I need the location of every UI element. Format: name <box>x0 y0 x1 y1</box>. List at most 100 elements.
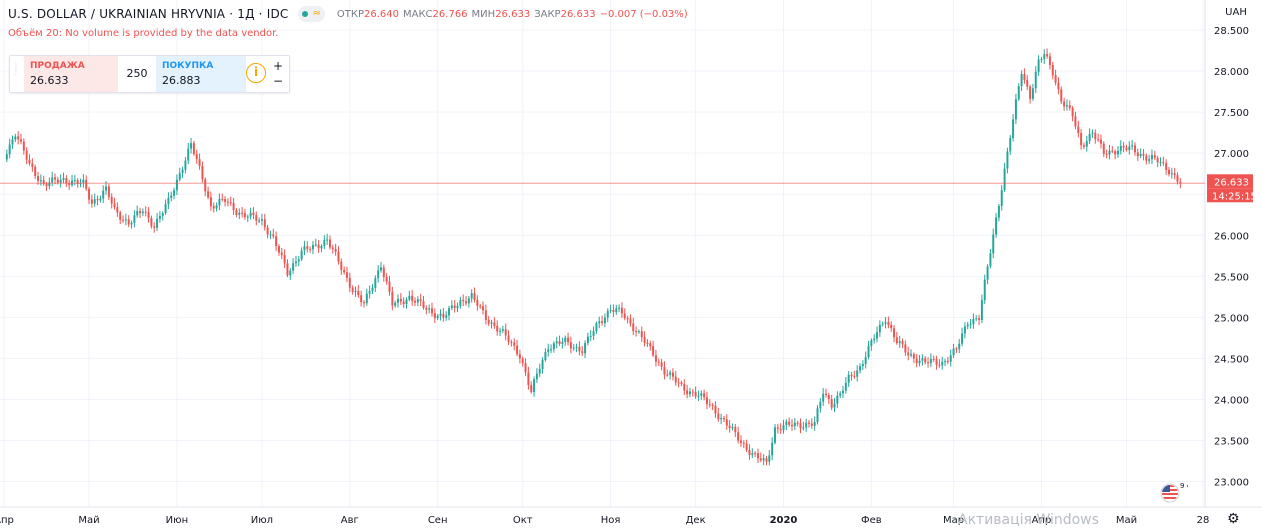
candle <box>671 372 674 377</box>
candle <box>1080 133 1083 146</box>
candle <box>521 358 524 364</box>
candle <box>113 203 116 208</box>
candle <box>348 277 351 288</box>
quantity-field[interactable]: 250 <box>118 56 156 92</box>
candle <box>105 186 108 191</box>
candle <box>209 197 212 207</box>
candle <box>586 336 589 344</box>
candle <box>394 302 397 306</box>
candle <box>357 290 360 296</box>
candle <box>822 393 825 402</box>
candle <box>1006 151 1009 169</box>
candle <box>915 358 918 364</box>
candle <box>1040 59 1043 61</box>
candle <box>725 419 728 426</box>
candle <box>317 244 320 249</box>
buy-button[interactable]: ПОКУПКА 26.883 <box>156 56 246 92</box>
candle <box>1088 133 1091 142</box>
candle <box>391 291 394 306</box>
candle <box>728 425 731 429</box>
candle <box>175 179 178 191</box>
candle <box>255 215 258 221</box>
candle <box>527 372 530 386</box>
y-tick-label: 25.000 <box>1214 313 1249 324</box>
candle <box>842 390 845 394</box>
candle <box>731 427 734 429</box>
candle <box>535 373 538 380</box>
candle <box>388 281 391 292</box>
candle <box>246 216 249 218</box>
symbol-title[interactable]: U.S. DOLLAR / UKRAINIAN HRYVNIA · 1Д · I… <box>8 7 289 21</box>
candle <box>37 176 40 181</box>
candle <box>691 391 694 393</box>
x-tick-label: Авг <box>341 515 359 526</box>
candle <box>873 338 876 341</box>
candle <box>734 427 737 433</box>
market-status[interactable]: ≈ <box>298 6 325 22</box>
candle <box>1023 74 1026 81</box>
candle <box>277 246 280 253</box>
flag-label: 9 4 <box>1180 482 1188 490</box>
us-flag-icon[interactable]: 9 4 <box>1158 481 1192 503</box>
candle <box>958 343 961 349</box>
candle <box>819 401 822 409</box>
candle <box>635 331 638 333</box>
chart-header: U.S. DOLLAR / UKRAINIAN HRYVNIA · 1Д · I… <box>8 6 692 22</box>
candle <box>992 234 995 254</box>
candle <box>561 341 564 344</box>
info-icon[interactable]: i <box>246 63 266 83</box>
candle <box>867 345 870 358</box>
x-tick-label: Сен <box>428 515 448 526</box>
candle <box>85 179 88 189</box>
increase-quantity-button[interactable]: + <box>272 59 284 73</box>
candle <box>666 374 669 376</box>
candle <box>1014 99 1017 120</box>
candle <box>382 267 385 277</box>
bar-countdown-label: 14:25:15 <box>1212 191 1257 202</box>
candle <box>705 397 708 405</box>
sell-button[interactable]: ПРОДАЖА 26.633 <box>24 56 118 92</box>
candle <box>226 201 229 203</box>
candle <box>243 213 246 218</box>
candle <box>929 358 932 364</box>
candle <box>839 393 842 396</box>
candle <box>1085 141 1088 147</box>
candle <box>73 180 76 182</box>
candle <box>1176 175 1179 182</box>
candle <box>1037 59 1040 72</box>
candle <box>978 318 981 320</box>
candle <box>374 278 377 288</box>
candle <box>431 308 434 314</box>
candle <box>1136 152 1139 157</box>
candle <box>161 212 164 216</box>
candle <box>88 188 91 200</box>
candle <box>402 301 405 305</box>
candle <box>754 453 757 455</box>
x-tick-label: 28 <box>1197 515 1210 526</box>
decrease-quantity-button[interactable]: − <box>272 74 284 88</box>
candle <box>592 331 595 336</box>
candle <box>963 326 966 334</box>
drag-handle-icon[interactable]: ⋮ ⋮ <box>12 62 20 76</box>
candle <box>39 180 42 182</box>
candle <box>555 341 558 344</box>
candle <box>921 358 924 361</box>
candle <box>110 197 113 204</box>
candle <box>1012 119 1015 138</box>
candle <box>408 295 411 300</box>
delayed-data-icon: ≈ <box>312 8 321 19</box>
candle <box>1111 150 1114 152</box>
candle <box>286 263 289 276</box>
candle <box>620 307 623 314</box>
candle <box>1150 155 1153 160</box>
candle <box>238 212 241 215</box>
candle <box>263 219 266 228</box>
close-value: 26.633 <box>560 8 596 20</box>
gear-icon[interactable]: ⚙ <box>1227 511 1240 527</box>
candle <box>82 179 85 183</box>
candle <box>989 253 992 267</box>
candle <box>292 263 295 271</box>
candle <box>314 244 317 246</box>
candle <box>164 204 167 213</box>
